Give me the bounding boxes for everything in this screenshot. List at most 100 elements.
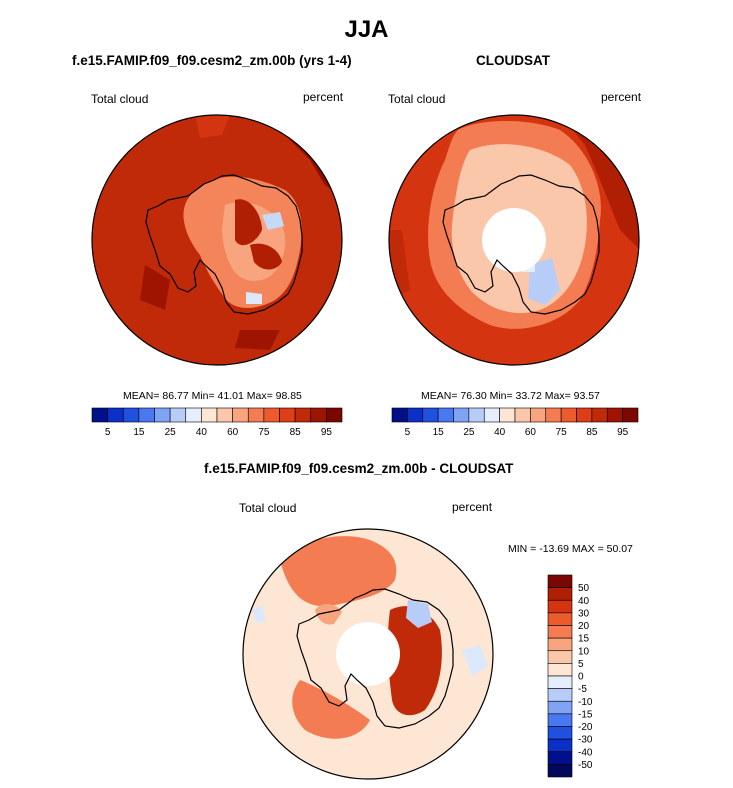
panel-3-positive-region-w [315,604,342,625]
panel-2-missing-data-hole [482,208,546,272]
panel-2-colorbar-swatch [576,407,593,423]
panel-1-colorbar-tick-label: 15 [133,427,145,438]
panel-3-positive-region-s [292,680,370,739]
panel-1-map-border [91,114,343,366]
panel-3-colorbar-tick-label: -30 [578,735,593,746]
panel-2-colorbar-swatch [468,407,485,423]
panel-2-colorbar-tick-label: 60 [525,427,537,438]
panel-3-colorbar-swatch [547,751,573,765]
panel-3-title: f.e15.FAMIP.f09_f09.cesm2_zm.00b - CLOUD… [204,461,514,476]
panel-3-colorbar-swatch [547,713,573,727]
panel-3-colorbar-tick-label: 40 [578,596,590,607]
panel-1-interior-low [262,212,284,230]
panel-1-colorbar-tick-label: 5 [105,427,111,438]
panel-2-stats: MEAN= 76.30 Min= 33.72 Max= 93.57 [421,390,600,402]
panel-1-units-label: percent [303,90,344,104]
panel-1-colorbar-tick-label: 25 [165,427,177,438]
panel-1-stats: MEAN= 86.77 Min= 41.01 Max= 98.85 [123,390,302,402]
panel-2-map-border [388,114,640,366]
panel-2-colorbar-tick-label: 95 [617,427,629,438]
panel-2-colorbar-swatch [560,407,577,423]
panel-3-colorbar-swatch [547,650,573,664]
panel-2-colorbar-swatch [514,407,531,423]
panel-2-colorbar-swatch [545,407,562,423]
panel-2-colorbar-swatch [453,407,470,423]
panel-1-interior-high-1 [235,199,262,246]
panel-3-colorbar-swatch [547,764,573,778]
panel-3-colorbar-swatch [547,599,573,614]
panel-2-colorbar-swatch [422,407,439,423]
panel-2-colorbar-swatch [499,407,516,423]
panel-1-colorbar-swatch [263,407,280,423]
panel-1-colorbar-swatch [216,407,233,423]
panel-2-colorbar-swatch [622,407,639,423]
panel-1-patch-s [235,330,280,350]
panel-2-colorbar-swatch [437,407,454,423]
panel-1-colorbar-swatch [279,407,296,423]
figure-title: JJA [344,16,389,43]
panel-3-colorbar-swatch [547,675,573,689]
panel-2-colorbar-swatch [483,407,500,423]
panel-3-colorbar-swatch [547,637,573,652]
panel-3-colorbar-tick-label: 30 [578,608,590,619]
panel-3-colorbar-tick-label: -20 [578,722,593,733]
panel-1-interior-high-2 [250,243,282,270]
panel-3-colorbar-tick-label: -15 [578,709,593,720]
panel-3-stats: MIN = -13.69 MAX = 50.07 [508,543,633,555]
panel-1-colorbar-swatch [294,407,312,423]
panel-3-colorbar-swatch [547,726,573,740]
panel-3-colorbar-swatch [547,688,573,702]
panel-1-colorbar-swatch [185,407,202,423]
panel-1-variable-label: Total cloud [91,92,149,106]
panel-1-colorbar-tick-label: 75 [258,427,270,438]
panel-2-colorbar: 5 15 25 40 60 75 85 95 [391,407,639,438]
panel-3-colorbar-tick-label: 0 [578,672,584,683]
panel-1-colorbar-swatch [247,407,265,423]
panel-2-coastline [442,174,600,315]
panel-3-colorbar-swatch [547,700,573,715]
panel-2-colorbar-tick-label: 25 [463,427,475,438]
panel-3-colorbar-tick-label: 20 [578,621,590,632]
panel-3-negative-region-3 [252,606,266,624]
panel-1-colorbar-swatch [122,407,140,423]
panel-2-colorbar-tick-label: 40 [494,427,506,438]
panel-1-colorbar-tick-label: 40 [196,427,208,438]
panel-1-colorbar-swatch [138,407,155,423]
panel-3-units-label: percent [452,500,493,514]
panel-1-colorbar-tick-label: 85 [290,427,302,438]
panel-2-colorbar-swatch [530,407,547,423]
panel-2-colorbar-swatch [606,407,623,423]
panel-3-variable-label: Total cloud [239,501,297,515]
panel-1-title: f.e15.FAMIP.f09_f09.cesm2_zm.00b (yrs 1-… [72,53,352,68]
panel-3-colorbar-tick-label: 10 [578,646,590,657]
panel-3-colorbar-swatch [547,612,573,626]
panel-1-colorbar-swatch [310,407,327,423]
panel-2-colorbar-swatch [591,407,608,423]
panel-3-missing-data-hole [336,622,400,686]
panel-1-colorbar-swatch [201,407,218,423]
panel-3-colorbar-swatch [547,625,573,639]
panel-3-colorbar-swatch [547,663,573,677]
panel-1-colorbar-swatch [169,407,187,423]
panel-2-colorbar-swatch [407,407,424,423]
panel-3-colorbar-swatch [547,738,573,753]
panel-1-patch-w [140,265,170,310]
panel-1-colorbar-swatch [326,407,343,423]
panel-3-colorbar-tick-label: 15 [578,634,590,645]
panel-2-colorbar-tick-label: 75 [556,427,568,438]
panel-1-coastline [145,174,303,315]
panel-1-colorbar-swatch [232,407,249,423]
panel-1-colorbar-tick-label: 60 [227,427,239,438]
panel-3-positive-region-e [387,606,442,716]
panel-3-negative-region-2 [462,645,488,676]
panel-3-colorbar-tick-label: 50 [578,583,590,594]
panel-3-colorbar-tick-label: -5 [578,684,587,695]
panel-2-variable-label: Total cloud [388,92,446,106]
panel-3-positive-region-n [280,536,397,607]
panel-1-colorbar-swatch [107,407,124,423]
panel-1-colorbar-swatch [154,407,171,423]
panel-1-map [92,115,342,365]
panel-1-colorbar: 5 15 25 40 60 75 85 95 [91,407,343,438]
